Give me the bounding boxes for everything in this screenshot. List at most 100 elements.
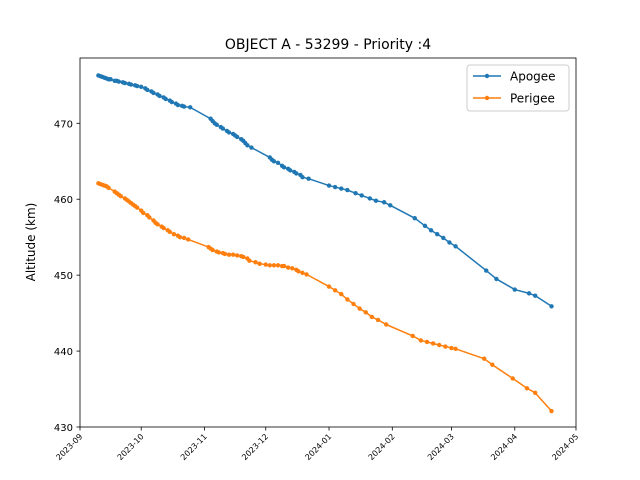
apogee-point <box>220 126 226 131</box>
y-tick-label: 460 <box>54 195 73 206</box>
perigee-point <box>234 253 240 258</box>
apogee-point <box>288 168 293 173</box>
perigee-point <box>257 261 262 266</box>
apogee-point <box>122 80 128 86</box>
apogee-point <box>526 291 532 296</box>
apogee-point <box>300 175 305 180</box>
apogee-point <box>275 160 281 165</box>
apogee-point <box>549 304 554 309</box>
apogee-point <box>359 193 364 198</box>
perigee-point <box>424 339 430 345</box>
apogee-point <box>453 244 458 249</box>
apogee-point <box>494 276 499 282</box>
apogee-point <box>339 186 344 191</box>
apogee-series <box>96 73 554 309</box>
perigee-point <box>345 297 350 302</box>
apogee-point <box>367 196 373 201</box>
perigee-point <box>363 310 368 315</box>
apogee-point <box>169 99 175 105</box>
apogee-point <box>249 145 254 150</box>
apogee-point <box>294 171 299 176</box>
apogee-point <box>306 176 311 181</box>
apogee-point <box>428 228 434 233</box>
apogee-point <box>116 79 121 84</box>
apogee-point <box>214 122 219 128</box>
perigee-point <box>241 254 246 260</box>
perigee-point <box>222 251 228 257</box>
perigee-point <box>230 252 236 257</box>
apogee-point <box>145 87 150 93</box>
perigee-point <box>437 342 442 348</box>
apogee-point <box>373 198 379 203</box>
apogee-point <box>326 183 332 188</box>
y-tick-label: 440 <box>54 347 73 358</box>
apogee-point <box>188 105 193 110</box>
perigee-point <box>351 301 356 307</box>
apogee-point <box>388 203 393 208</box>
perigee-point <box>106 185 111 191</box>
apogee-point <box>226 130 232 135</box>
y-tick-label: 450 <box>54 271 73 282</box>
apogee-point <box>441 235 446 241</box>
apogee-point <box>175 102 181 108</box>
apogee-point <box>108 77 113 82</box>
apogee-point <box>422 223 428 228</box>
apogee-point <box>234 134 240 140</box>
apogee-point <box>381 200 387 205</box>
legend: Apogee Perigee <box>466 64 570 112</box>
perigee-point <box>155 222 160 227</box>
perigee-point <box>443 344 448 349</box>
perigee-point <box>118 193 124 199</box>
perigee-point <box>383 322 389 327</box>
perigee-point <box>339 291 344 297</box>
apogee-point <box>128 82 134 87</box>
perigee-point <box>524 386 530 391</box>
apogee-point <box>281 165 287 170</box>
perigee-point <box>304 272 309 277</box>
perigee-point <box>281 263 287 269</box>
apogee-point <box>483 268 489 273</box>
apogee-point <box>151 90 156 96</box>
perigee-point <box>375 317 381 323</box>
perigee-point <box>177 234 183 240</box>
perigee-point <box>161 225 166 231</box>
apogee-point <box>271 159 277 164</box>
perigee-series <box>96 181 554 414</box>
perigee-point <box>300 270 305 276</box>
chart-title: OBJECT A - 53299 - Priority :4 <box>225 37 431 53</box>
apogee-point <box>345 187 350 193</box>
apogee-point <box>245 143 250 148</box>
perigee-point <box>369 314 375 320</box>
perigee-point <box>490 362 495 367</box>
apogee-point <box>139 84 144 90</box>
apogee-point <box>163 96 168 102</box>
perigee-point <box>216 250 221 255</box>
perigee-point <box>275 263 281 268</box>
axes-frame <box>79 57 577 428</box>
apogee-point <box>157 93 162 99</box>
y-tick-label: 430 <box>54 423 73 434</box>
perigee-point <box>510 376 515 381</box>
apogee-point <box>532 293 538 298</box>
perigee-point <box>532 390 538 396</box>
perigee-point <box>326 284 332 289</box>
apogee-point <box>447 240 452 245</box>
perigee-point <box>449 345 454 351</box>
perigee-point <box>410 333 415 339</box>
legend-apogee-marker <box>484 73 490 79</box>
y-axis-label: Altitude (km) <box>24 203 38 282</box>
perigee-point <box>286 265 291 270</box>
perigee-point <box>134 205 140 210</box>
apogee-point <box>134 83 140 89</box>
apogee-point <box>512 287 517 292</box>
perigee-point <box>481 356 487 361</box>
apogee-point <box>181 104 187 109</box>
perigee-point <box>167 229 173 235</box>
perigee-point <box>332 288 338 293</box>
apogee-point <box>412 216 417 221</box>
legend-apogee-label: Apogee <box>510 70 556 84</box>
perigee-point <box>147 215 152 220</box>
perigee-point <box>357 306 362 311</box>
perigee-point <box>296 269 301 274</box>
